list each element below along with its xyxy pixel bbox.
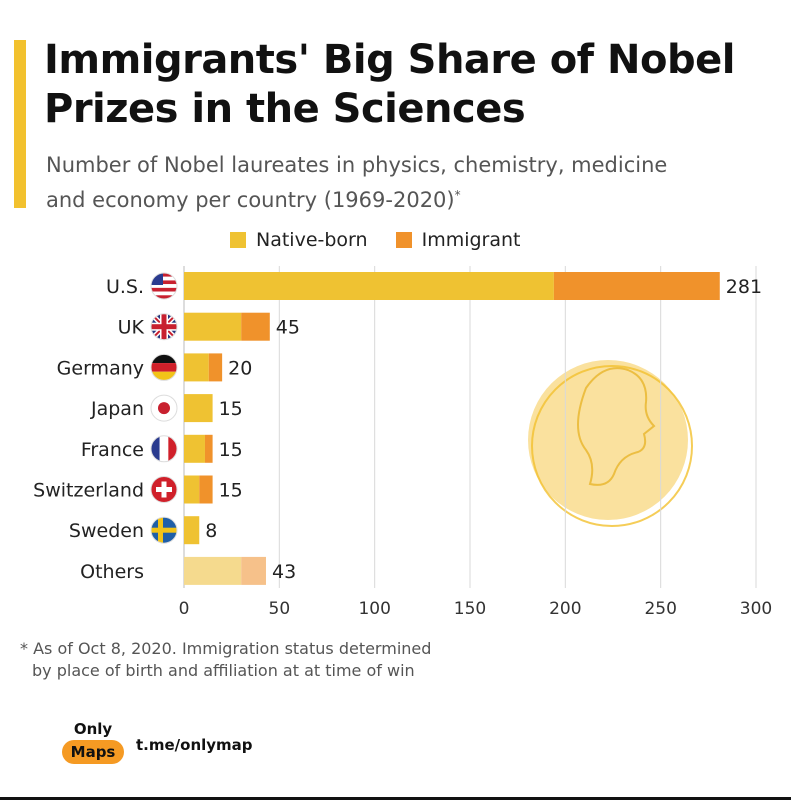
category-label: Germany [57,357,144,379]
total-label: 281 [726,276,762,298]
x-tick-label: 100 [358,599,390,619]
brand-link[interactable]: t.me/onlymap [136,736,253,754]
switzerland-flag-icon [150,476,178,503]
x-tick-label: 150 [454,599,486,619]
bar-chart: U.S. UK Germany Japan France Switzerland Swede… [33,266,773,619]
x-tick-label: 300 [740,599,772,619]
brand-top-text: Only [73,720,113,738]
total-label: 20 [228,357,252,379]
legend-item-native: Native-born [230,229,368,251]
medal-rim [531,365,693,527]
bar-native [184,434,205,463]
category-label: Others [80,561,144,583]
legend-swatch-immigrant [395,232,412,248]
bar-native [184,556,242,585]
nobel-medal-icon [528,360,693,527]
bar-immigrant [208,353,223,382]
footnote: * As of Oct 8, 2020. Immigration status … [20,638,580,682]
category-labels: U.S. UK Germany Japan France Switzerland Swede… [33,276,144,583]
x-tick-label: 50 [269,599,291,619]
bar-immigrant [553,272,720,300]
legend-label-native: Native-born [256,229,368,251]
subtitle-text: Number of Nobel laureates in physics, ch… [46,153,668,212]
total-label: 8 [205,520,217,542]
bar-immigrant [241,312,270,341]
chart-subtitle: Number of Nobel laureates in physics, ch… [46,150,686,215]
bar-native [184,475,200,504]
bars [184,272,720,585]
uk-flag-icon [150,313,178,341]
bar-immigrant [241,556,266,585]
sweden-flag-icon [150,516,178,544]
brand-logo: Only Maps [58,720,128,764]
bar-native [184,516,200,545]
total-label: 43 [272,561,296,583]
x-tick-label: 0 [179,599,190,619]
subtitle-footnote-mark: * [454,188,461,202]
category-label: U.S. [106,276,144,298]
category-label: Japan [90,398,144,420]
legend-swatch-native [230,232,246,248]
bar-native [184,312,242,341]
category-label: France [81,439,144,461]
category-label: Sweden [69,520,144,542]
flags [150,272,178,544]
total-label: 45 [276,317,300,339]
bar-immigrant [204,434,213,463]
us-flag-icon [150,272,178,300]
medal-profile [577,367,656,486]
bar-immigrant [199,475,213,504]
bar-native [184,272,554,300]
germany-flag-icon [150,353,178,381]
total-label: 15 [219,439,243,461]
bar-native [184,353,209,382]
x-tick-label: 250 [644,599,676,619]
brand-pill: Maps [61,740,125,764]
footnote-line-1: * As of Oct 8, 2020. Immigration status … [20,639,432,658]
x-tick-label: 200 [549,599,581,619]
x-axis-ticks: 0 50 100 150 200 250 300 [179,599,773,619]
accent-bar [14,40,26,208]
category-label: Switzerland [33,480,144,502]
chart-title: Immigrants' Big Share of Nobel Prizes in… [44,37,735,132]
japan-flag-icon [150,394,178,422]
chart-legend: Native-born Immigrant [230,229,549,251]
total-label: 15 [219,398,243,420]
france-flag-icon [150,435,178,463]
category-label: UK [118,317,145,339]
total-label: 15 [219,480,243,502]
bottom-rule [0,797,791,800]
medal-disc [528,360,688,520]
legend-label-immigrant: Immigrant [421,229,521,251]
footnote-line-2: by place of birth and affiliation at at … [32,661,415,680]
bar-native [184,394,213,423]
legend-item-immigrant: Immigrant [395,229,521,251]
